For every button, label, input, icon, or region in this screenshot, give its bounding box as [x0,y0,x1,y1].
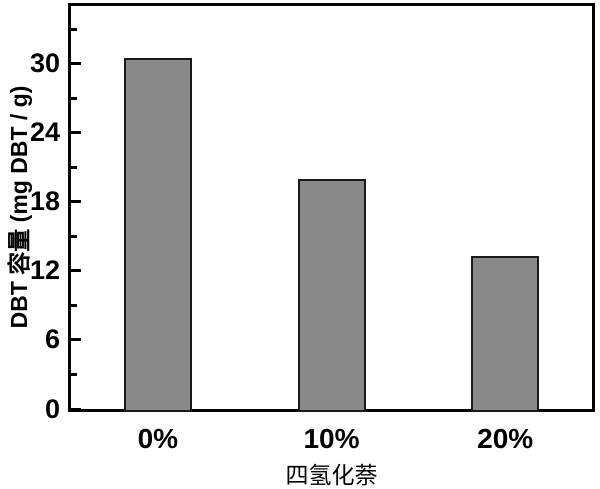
y-axis-major-tick [71,131,81,135]
y-axis-minor-tick [71,234,77,238]
y-axis-major-tick [71,407,81,411]
y-axis-tick-label: 30 [29,48,60,79]
x-axis-title: 四氢化萘 [285,462,378,488]
y-axis-tick-label: 6 [44,324,60,355]
bar-20-percent [471,255,540,412]
y-axis-minor-tick [71,372,77,376]
y-axis-major-tick [71,269,81,273]
y-axis-minor-tick [71,303,77,307]
y-axis-major-tick [71,200,81,204]
y-axis-minor-tick [71,27,77,31]
y-axis-major-tick [71,62,81,66]
bar-0-percent [123,57,192,412]
y-axis-tick-label: 24 [29,117,60,148]
y-axis-minor-tick [71,165,77,169]
x-category-label: 0% [137,423,179,454]
bar-10-percent [297,178,366,412]
y-axis-tick-label: 18 [29,186,60,217]
x-category-label: 10% [303,423,360,454]
y-axis-major-tick [71,338,81,342]
y-axis-minor-tick [71,96,77,100]
x-category-label: 20% [477,423,534,454]
y-axis-tick-label: 0 [44,393,60,424]
y-axis-tick-label: 12 [29,255,60,286]
